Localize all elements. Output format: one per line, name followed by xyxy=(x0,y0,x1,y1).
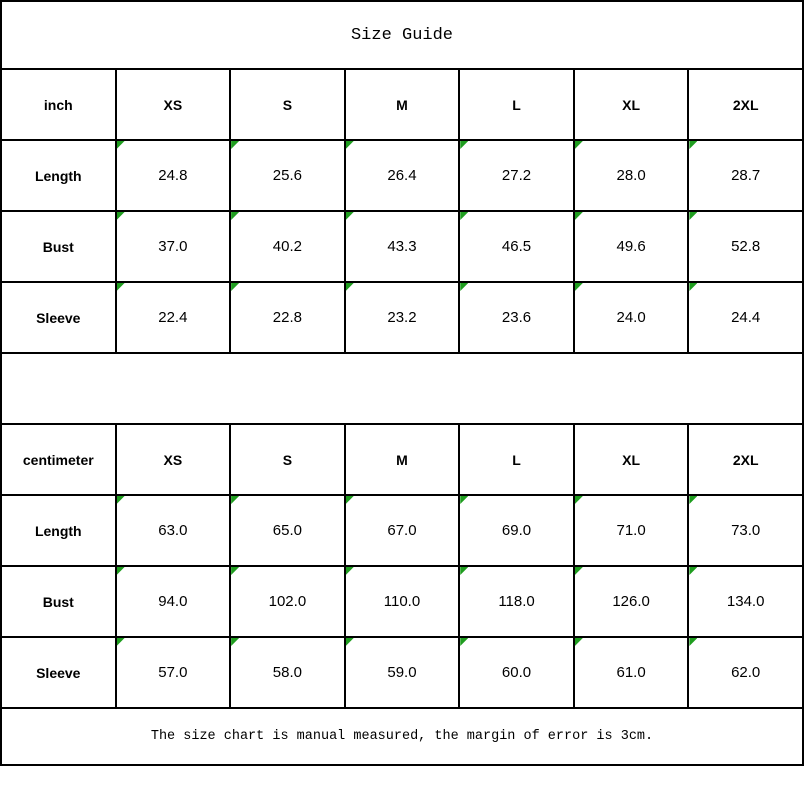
inch-length-xs: 24.8 xyxy=(114,139,232,212)
inch-bust-label: Bust xyxy=(0,210,117,283)
inch-bust-xs: 37.0 xyxy=(114,210,232,283)
inch-size-header-l: L xyxy=(458,68,575,141)
cm-length-2xl: 73.0 xyxy=(687,494,804,567)
size-guide-table: Size Guide inch XS S M L XL 2XL Length 2… xyxy=(0,0,804,766)
cm-length-s: 65.0 xyxy=(229,494,346,567)
cm-bust-xl: 126.0 xyxy=(572,565,690,638)
cm-length-xl: 71.0 xyxy=(572,494,690,567)
cm-sleeve-xs: 57.0 xyxy=(114,636,232,709)
cm-unit-header: centimeter xyxy=(0,423,117,496)
inch-sleeve-label: Sleeve xyxy=(0,281,117,354)
inch-header-row: inch XS S M L XL 2XL xyxy=(0,68,804,141)
cm-sleeve-2xl: 62.0 xyxy=(687,636,804,709)
footer-row: The size chart is manual measured, the m… xyxy=(0,707,804,766)
inch-length-m: 26.4 xyxy=(343,139,461,212)
inch-bust-m: 43.3 xyxy=(343,210,461,283)
cm-bust-m: 110.0 xyxy=(343,565,461,638)
inch-bust-xl: 49.6 xyxy=(572,210,690,283)
cm-bust-label: Bust xyxy=(0,565,117,638)
cm-length-label: Length xyxy=(0,494,117,567)
spacer-row xyxy=(0,352,804,425)
inch-length-2xl: 28.7 xyxy=(687,139,804,212)
inch-bust-2xl: 52.8 xyxy=(687,210,804,283)
inch-size-header-s: S xyxy=(229,68,346,141)
inch-size-header-m: M xyxy=(343,68,461,141)
cm-size-header-xl: XL xyxy=(572,423,690,496)
cm-size-header-s: S xyxy=(229,423,346,496)
cm-size-header-m: M xyxy=(343,423,461,496)
cm-length-l: 69.0 xyxy=(458,494,575,567)
page-title: Size Guide xyxy=(0,0,804,70)
inch-bust-row: Bust 37.0 40.2 43.3 46.5 49.6 52.8 xyxy=(0,210,804,283)
cm-length-xs: 63.0 xyxy=(114,494,232,567)
title-row: Size Guide xyxy=(0,0,804,70)
cm-sleeve-xl: 61.0 xyxy=(572,636,690,709)
inch-length-label: Length xyxy=(0,139,117,212)
inch-sleeve-s: 22.8 xyxy=(229,281,346,354)
cm-bust-l: 118.0 xyxy=(458,565,575,638)
cm-size-header-2xl: 2XL xyxy=(687,423,804,496)
cm-size-header-xs: XS xyxy=(114,423,232,496)
cm-sleeve-s: 58.0 xyxy=(229,636,346,709)
inch-length-xl: 28.0 xyxy=(572,139,690,212)
inch-sleeve-l: 23.6 xyxy=(458,281,575,354)
inch-sleeve-xs: 22.4 xyxy=(114,281,232,354)
cm-sleeve-label: Sleeve xyxy=(0,636,117,709)
cm-header-row: centimeter XS S M L XL 2XL xyxy=(0,423,804,496)
inch-size-header-2xl: 2XL xyxy=(687,68,804,141)
inch-sleeve-xl: 24.0 xyxy=(572,281,690,354)
inch-sleeve-2xl: 24.4 xyxy=(687,281,804,354)
cm-bust-s: 102.0 xyxy=(229,565,346,638)
cm-sleeve-m: 59.0 xyxy=(343,636,461,709)
cm-length-m: 67.0 xyxy=(343,494,461,567)
inch-bust-l: 46.5 xyxy=(458,210,575,283)
inch-length-l: 27.2 xyxy=(458,139,575,212)
inch-size-header-xl: XL xyxy=(572,68,690,141)
cm-bust-2xl: 134.0 xyxy=(687,565,804,638)
inch-sleeve-row: Sleeve 22.4 22.8 23.2 23.6 24.0 24.4 xyxy=(0,281,804,354)
cm-size-header-l: L xyxy=(458,423,575,496)
cm-bust-xs: 94.0 xyxy=(114,565,232,638)
inch-unit-header: inch xyxy=(0,68,117,141)
inch-sleeve-m: 23.2 xyxy=(343,281,461,354)
inch-length-s: 25.6 xyxy=(229,139,346,212)
spacer-cell xyxy=(0,352,804,425)
inch-length-row: Length 24.8 25.6 26.4 27.2 28.0 28.7 xyxy=(0,139,804,212)
cm-bust-row: Bust 94.0 102.0 110.0 118.0 126.0 134.0 xyxy=(0,565,804,638)
cm-length-row: Length 63.0 65.0 67.0 69.0 71.0 73.0 xyxy=(0,494,804,567)
footer-note: The size chart is manual measured, the m… xyxy=(0,707,804,766)
cm-sleeve-l: 60.0 xyxy=(458,636,575,709)
inch-size-header-xs: XS xyxy=(114,68,232,141)
cm-sleeve-row: Sleeve 57.0 58.0 59.0 60.0 61.0 62.0 xyxy=(0,636,804,709)
inch-bust-s: 40.2 xyxy=(229,210,346,283)
